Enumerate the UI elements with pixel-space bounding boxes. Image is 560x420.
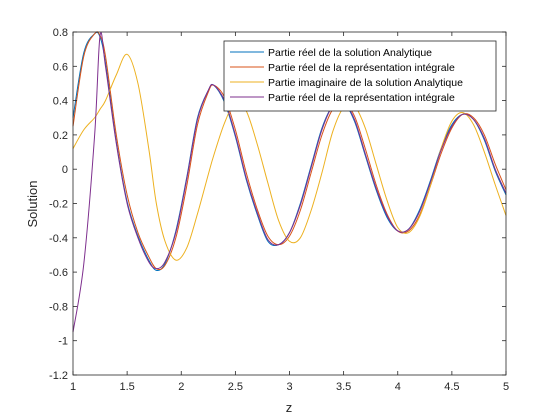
x-tick-label: 2 [178, 381, 184, 393]
x-tick-label: 1 [70, 381, 76, 393]
legend-entry-1: Partie réel de la solution Analytique [268, 47, 432, 59]
y-tick-label: 0.4 [53, 96, 68, 108]
x-tick-label: 5 [503, 381, 509, 393]
x-tick-label: 3.5 [336, 381, 351, 393]
y-tick-label: -0.8 [49, 301, 68, 313]
y-tick-label: -1 [58, 336, 68, 348]
y-axis-label: Solution [25, 181, 40, 228]
y-tick-label: -0.4 [49, 233, 68, 245]
y-tick-label: -0.2 [49, 199, 68, 211]
legend-entry-2: Partie réel de la représentation intégra… [268, 62, 455, 74]
x-tick-label: 4.5 [444, 381, 459, 393]
x-tick-label: 3 [286, 381, 292, 393]
x-tick-label: 4 [395, 381, 401, 393]
y-tick-label: -0.6 [49, 267, 68, 279]
legend-entry-3: Partie imaginaire de la solution Analyti… [268, 77, 463, 89]
x-axis-label: z [286, 400, 293, 415]
legend: Partie réel de la solution Analytique Par… [224, 41, 496, 111]
x-tick-label: 2.5 [228, 381, 243, 393]
x-tick-label: 1.5 [119, 381, 134, 393]
y-tick-label: 0.8 [53, 27, 68, 39]
y-tick-label: -1.2 [49, 370, 68, 382]
y-tick-label: 0.6 [53, 61, 68, 73]
y-tick-label: 0.2 [53, 130, 68, 142]
legend-entry-4: Partie réel de la représentation intégra… [268, 92, 455, 104]
y-tick-label: 0 [62, 164, 68, 176]
